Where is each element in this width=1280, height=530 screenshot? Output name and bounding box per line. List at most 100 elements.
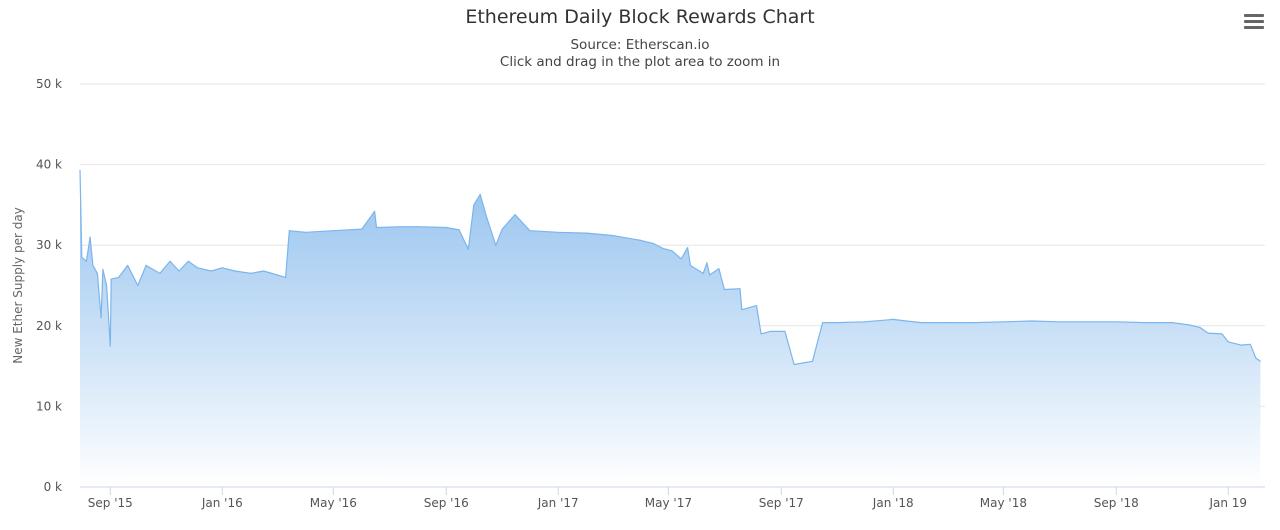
data-point: [905, 320, 907, 322]
data-point: [305, 231, 307, 233]
data-point: [332, 230, 334, 232]
x-tick-label: May '17: [645, 496, 692, 510]
data-point: [1259, 360, 1261, 362]
zoom-instruction: Click and drag in the plot area to zoom …: [499, 54, 781, 70]
data-point: [102, 268, 104, 270]
data-point: [81, 256, 83, 258]
y-tick-label: 0 k: [44, 480, 62, 494]
data-point: [374, 210, 376, 212]
data-point: [741, 309, 743, 311]
data-point: [96, 272, 98, 274]
data-point: [118, 276, 120, 278]
data-point: [514, 214, 516, 216]
data-point: [921, 322, 923, 324]
data-point: [361, 228, 363, 230]
data-point: [946, 322, 949, 324]
data-point: [187, 260, 189, 262]
data-point: [718, 268, 720, 270]
data-point: [680, 258, 682, 260]
y-tick-label: 20 k: [36, 319, 62, 333]
data-point: [401, 226, 403, 228]
data-point: [486, 216, 488, 218]
x-tick-label: Sep '18: [1094, 496, 1139, 510]
data-point: [1227, 341, 1229, 343]
x-tick-label: Jan 19: [1208, 496, 1247, 510]
y-axis: 0 k 10 k 20 k 30 k 40 k 50 k: [36, 77, 62, 494]
x-tick-label: Sep '16: [424, 496, 469, 510]
x-tick-label: Sep '15: [88, 496, 133, 510]
data-point: [1221, 333, 1223, 335]
chart-title: Ethereum Daily Block Rewards Chart: [465, 6, 815, 28]
data-point: [417, 226, 419, 228]
data-point: [1002, 321, 1005, 323]
data-point: [495, 244, 497, 246]
data-point: [793, 363, 795, 366]
data-point: [263, 270, 265, 272]
data-point: [106, 284, 108, 287]
data-point: [473, 204, 475, 206]
x-tick-label: Jan '17: [537, 496, 579, 510]
data-point: [1240, 344, 1242, 346]
data-point: [1189, 324, 1191, 326]
data-point: [196, 267, 199, 269]
x-tick-label: Jan '18: [872, 496, 914, 510]
data-point: [760, 333, 762, 335]
data-point: [1031, 320, 1033, 322]
data-point: [276, 274, 278, 276]
data-point: [375, 226, 378, 229]
data-point: [109, 345, 111, 347]
data-point: [811, 360, 814, 362]
data-point: [1143, 322, 1145, 324]
y-tick-label: 10 k: [36, 399, 62, 413]
data-point: [110, 278, 112, 280]
data-point: [79, 169, 81, 171]
data-point: [755, 305, 758, 307]
data-point: [458, 229, 460, 231]
data-point: [92, 264, 94, 266]
x-axis: Sep '15 Jan '16 May '16 Sep '16 Jan '17 May '…: [80, 486, 1265, 510]
data-point: [250, 272, 252, 274]
data-point: [769, 330, 771, 332]
data-point: [127, 264, 129, 266]
data-point: [1207, 332, 1209, 334]
data-point: [234, 270, 236, 272]
data-point: [178, 270, 180, 272]
data-point: [1199, 326, 1201, 328]
data-point: [662, 247, 664, 249]
data-point: [739, 288, 741, 290]
x-tick-label: Sep '17: [759, 496, 804, 510]
data-point: [784, 330, 786, 332]
data-point: [159, 272, 161, 274]
data-point: [467, 248, 469, 250]
data-point: [892, 318, 894, 320]
data-point: [671, 250, 673, 252]
data-point: [501, 228, 503, 230]
data-point: [653, 243, 655, 245]
hamburger-menu-icon[interactable]: [1244, 14, 1264, 32]
series-area-fill: [80, 170, 1261, 487]
data-point: [975, 322, 977, 324]
data-point: [285, 276, 287, 278]
chart-subtitle: Source: Etherscan.io: [570, 37, 710, 53]
data-point: [169, 260, 171, 262]
y-tick-label: 50 k: [36, 77, 62, 91]
data-point: [689, 264, 692, 266]
data-point: [557, 231, 559, 233]
data-point: [611, 234, 614, 237]
data-point: [1115, 321, 1117, 323]
data-point: [1171, 322, 1173, 324]
y-axis-title: New Ether Supply per day: [11, 207, 25, 364]
data-point: [221, 267, 223, 269]
x-tick-label: May '16: [310, 496, 357, 510]
data-point: [1058, 321, 1060, 323]
series-area: [79, 169, 1261, 487]
data-point: [288, 230, 290, 232]
y-tick-label: 40 k: [36, 158, 62, 172]
data-point: [822, 322, 824, 324]
x-tick-label: Jan '16: [201, 496, 243, 510]
data-point: [89, 236, 91, 238]
data-point: [100, 317, 102, 319]
series-line: [79, 170, 1261, 366]
data-point: [210, 270, 212, 272]
